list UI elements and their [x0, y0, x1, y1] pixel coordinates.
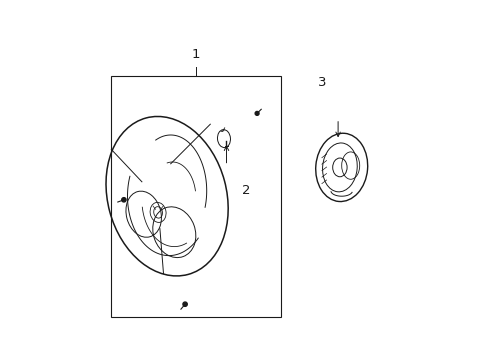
- Circle shape: [122, 198, 126, 202]
- Text: 1: 1: [191, 48, 200, 60]
- Text: 2: 2: [242, 184, 250, 197]
- Text: 3: 3: [317, 76, 325, 89]
- Circle shape: [183, 302, 187, 306]
- Bar: [111, 76, 280, 317]
- Circle shape: [255, 112, 259, 115]
